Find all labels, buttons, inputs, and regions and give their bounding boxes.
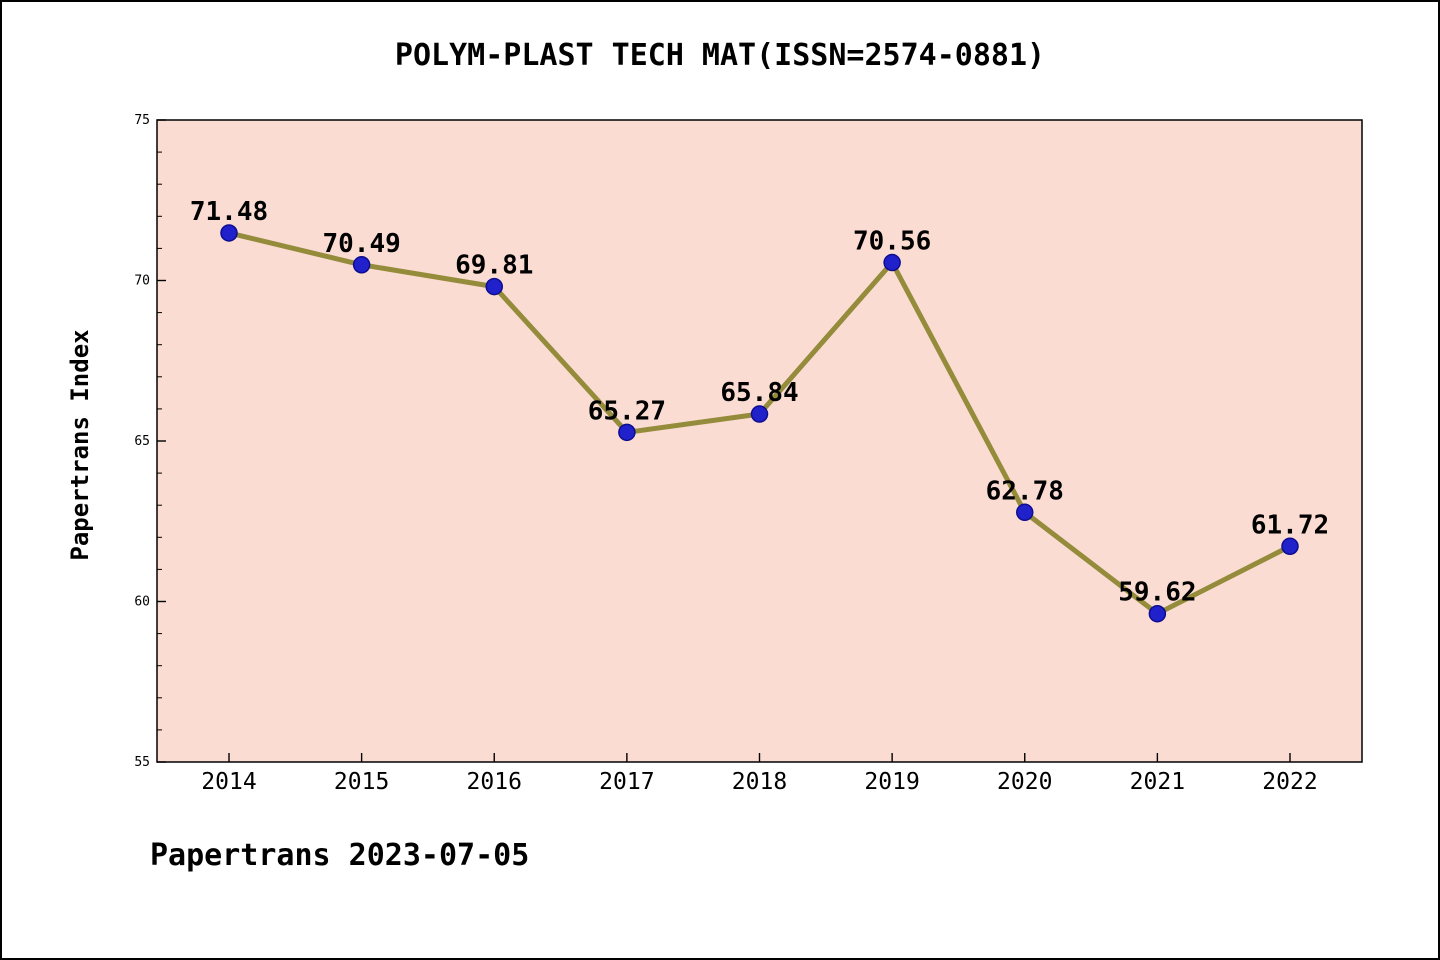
data-point (883, 253, 901, 272)
y-tick-label: 75 (134, 113, 150, 128)
data-point (618, 423, 636, 442)
data-point-label: 59.62 (1118, 578, 1196, 608)
x-tick-label: 2018 (732, 769, 787, 795)
data-point-label: 65.27 (588, 396, 666, 426)
data-point (485, 277, 503, 296)
x-tick-label: 2016 (467, 769, 522, 795)
x-tick-label: 2014 (201, 769, 256, 795)
data-point (220, 224, 238, 242)
data-point-label: 62.78 (986, 476, 1064, 506)
data-point (750, 405, 769, 423)
x-tick-label: 2015 (334, 769, 389, 795)
data-point-label: 65.84 (720, 378, 798, 408)
data-point-label: 70.56 (853, 227, 931, 257)
y-tick-label: 65 (134, 434, 150, 449)
x-tick-label: 2020 (997, 769, 1052, 795)
y-tick-label: 70 (134, 274, 150, 289)
x-tick-label: 2019 (864, 769, 919, 795)
data-point-label: 71.48 (190, 197, 268, 227)
footer-watermark: Papertrans 2023-07-05 (150, 838, 530, 873)
chart-title: POLYM-PLAST TECH MAT(ISSN=2574-0881) (394, 38, 1046, 73)
data-point (1281, 537, 1299, 556)
data-point-label: 69.81 (455, 251, 533, 281)
y-tick-label: 55 (134, 755, 150, 770)
data-point (1148, 604, 1167, 623)
data-point-label: 61.72 (1251, 510, 1329, 540)
x-tick-label: 2022 (1262, 769, 1317, 795)
data-point-label: 70.49 (322, 229, 400, 259)
x-tick-label: 2021 (1130, 769, 1185, 795)
y-tick-label: 60 (134, 595, 150, 610)
data-point (1016, 503, 1034, 522)
plot-area (156, 119, 1363, 763)
x-tick-label: 2017 (599, 769, 654, 795)
data-point (352, 256, 371, 274)
